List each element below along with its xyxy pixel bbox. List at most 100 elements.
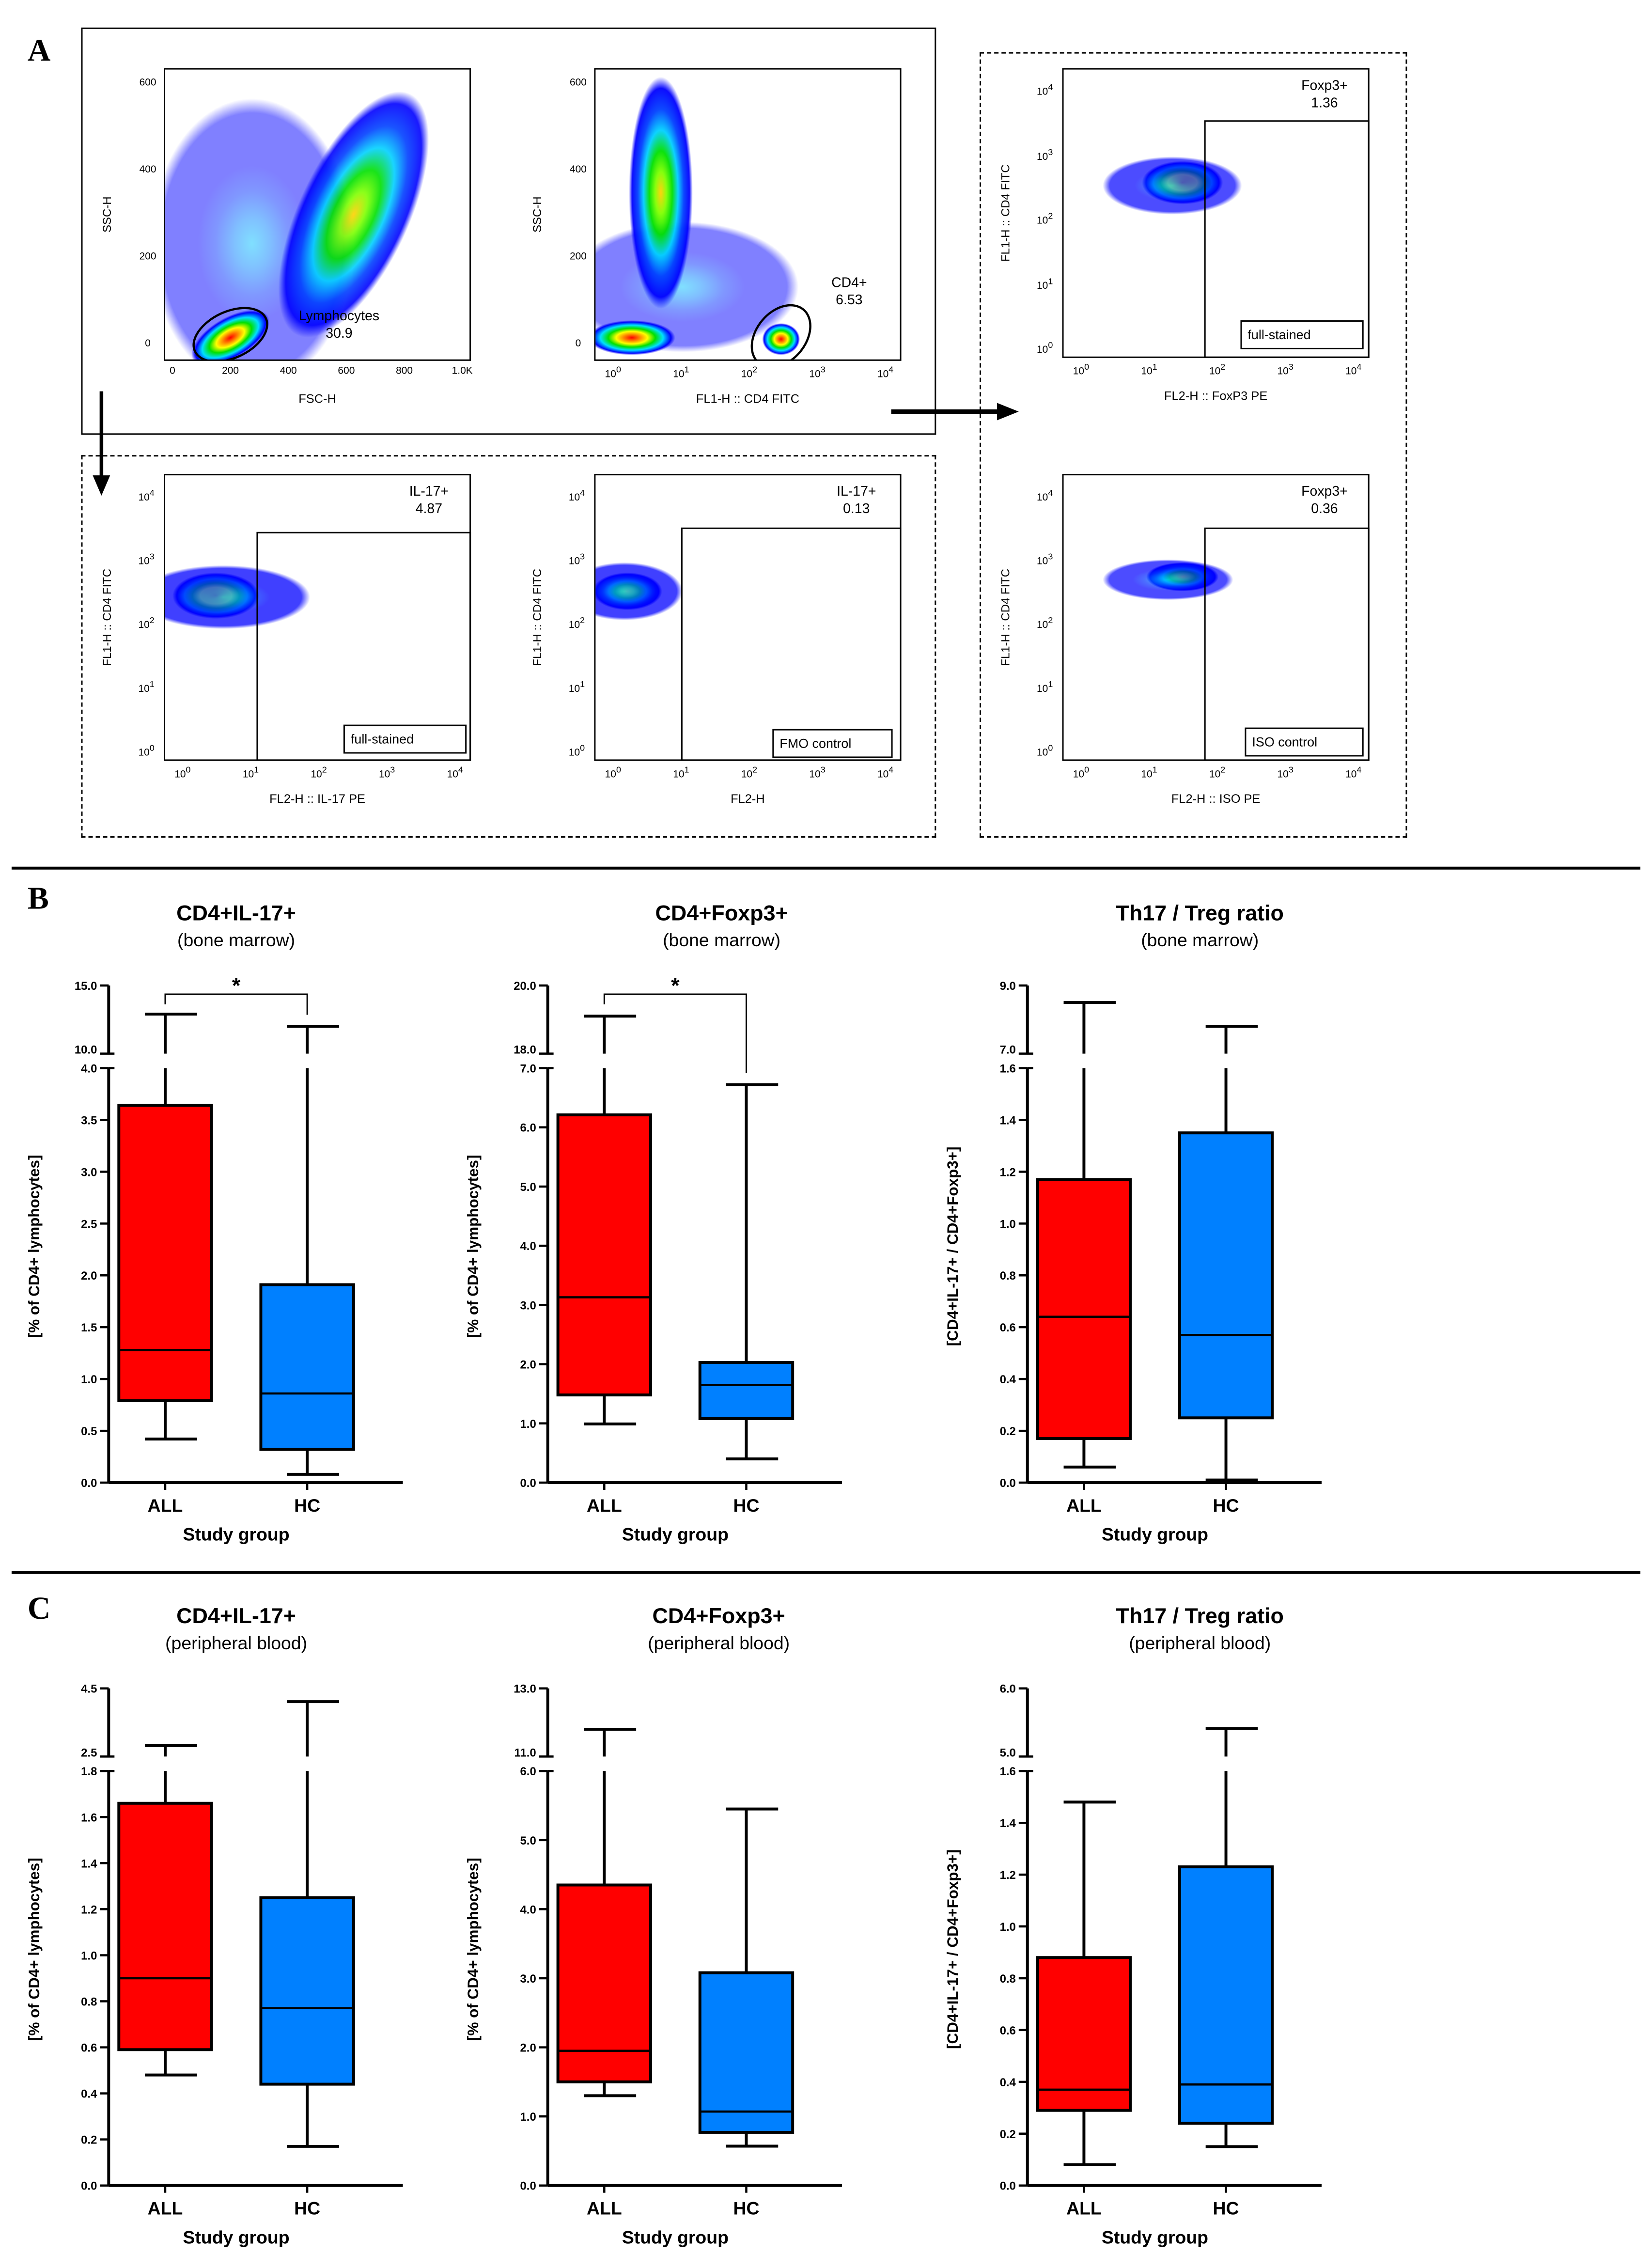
- gate-percent: 0.36: [1311, 501, 1338, 517]
- x-tick-label: HC: [294, 1495, 320, 1516]
- y-tick-label: 7.0: [1000, 1044, 1016, 1057]
- y-tick-label: 100: [1036, 745, 1053, 759]
- density-plot: [165, 565, 311, 629]
- panel-label-b: B: [27, 879, 49, 916]
- iqr-box: [117, 1801, 213, 2051]
- iqr-box: [698, 1361, 795, 1420]
- box-hc: [1178, 1727, 1274, 2193]
- x-tick-label: ALL: [1066, 2198, 1102, 2219]
- x-axis-label: Study group: [1102, 1524, 1208, 1545]
- cell-population: [595, 320, 675, 355]
- y-tick-label: 0: [145, 339, 151, 349]
- x-tick-label: 102: [741, 366, 758, 380]
- cell-population: [762, 323, 800, 355]
- y-tick-label: 1.0: [81, 1949, 97, 1962]
- y-tick-label: 4.0: [81, 1062, 97, 1075]
- iqr-box: [259, 1283, 355, 1451]
- y-tick-label: 6.0: [1000, 1683, 1016, 1696]
- iqr-box: [259, 1896, 355, 2086]
- foxp3-frame: [980, 52, 1407, 838]
- y-tick-label: 6.0: [520, 1765, 536, 1778]
- x-tick-label: 600: [338, 366, 355, 377]
- y-tick-label: 102: [1036, 213, 1053, 227]
- y-tick-label: 1.0: [520, 1418, 536, 1431]
- gate-name: Lymphocytes: [298, 309, 380, 325]
- y-axis-label: [CD4+IL-17+ / CD4+Foxp3+]: [944, 1849, 961, 2049]
- y-tick-label: 0.5: [81, 1425, 97, 1438]
- box-plot-4: CD4+Foxp3+ (peripheral blood) 0.0 1.0 2.0 3.0…: [465, 1603, 842, 2247]
- y-tick-label: 103: [138, 553, 155, 567]
- y-tick-label: 200: [139, 252, 156, 263]
- y-tick-label: 100: [138, 745, 155, 759]
- x-tick-label: 103: [1277, 363, 1294, 377]
- density-plot: [1103, 559, 1233, 600]
- y-tick-label: 600: [139, 78, 156, 89]
- y-tick-label: 400: [139, 165, 156, 175]
- box-plot-1: CD4+Foxp3+ (bone marrow) 0.0 1.0 2.0 3.0 4.0 5.…: [465, 900, 842, 1545]
- chart-title: CD4+Foxp3+: [655, 900, 788, 925]
- cell-population: [278, 91, 429, 338]
- x-tick-label: ALL: [587, 2198, 622, 2219]
- x-tick-label: 104: [1345, 363, 1362, 377]
- y-tick-label: 103: [568, 553, 585, 567]
- chart-title: Th17 / Treg ratio: [1116, 900, 1284, 925]
- x-axis-label: Study group: [183, 2227, 290, 2247]
- density-plot: [1103, 156, 1242, 215]
- significance-bracket: [603, 993, 747, 1073]
- y-tick-label: 7.0: [520, 1062, 536, 1075]
- chart-subtitle: (peripheral blood): [648, 1633, 790, 1653]
- y-tick-label: 3.0: [520, 1972, 536, 1986]
- x-tick-label: HC: [733, 2198, 759, 2219]
- y-tick-label: 3.0: [81, 1166, 97, 1179]
- y-tick-label: 1.8: [81, 1765, 97, 1778]
- y-tick-label: 0.8: [1000, 1269, 1016, 1283]
- y-tick-label: 3.5: [81, 1114, 97, 1127]
- iqr-box: [556, 1113, 653, 1397]
- significance-marker: *: [232, 973, 241, 998]
- y-tick-label: 101: [1036, 277, 1053, 291]
- y-tick-label: 104: [1036, 490, 1053, 503]
- gate-name: Foxp3+: [1301, 484, 1348, 500]
- box-hc: [259, 1700, 355, 2193]
- x-axis-label: FL2-H :: IL-17 PE: [269, 791, 365, 806]
- flow-plot-cd4-ssc: CD4+ 6.53 SSC-H FL1-H :: CD4 FITC 100 101 102 1…: [531, 68, 902, 406]
- box-all: [1036, 1800, 1132, 2193]
- y-axis-label: SSC-H: [100, 196, 114, 233]
- y-tick-label: 0.8: [1000, 1972, 1016, 1986]
- y-tick-label: 1.4: [81, 1857, 97, 1870]
- y-tick-label: 2.0: [520, 2042, 536, 2055]
- chart-title: CD4+Foxp3+: [653, 1603, 785, 1628]
- gate-label: CD4+ 6.53: [831, 275, 867, 310]
- y-tick-label: 101: [138, 681, 155, 695]
- x-tick-label: 100: [605, 366, 621, 380]
- gate-percent: 6.53: [836, 293, 863, 309]
- x-tick-label: 100: [1073, 363, 1090, 377]
- density-plot: [595, 77, 811, 360]
- y-tick-label: 0.4: [1000, 2076, 1016, 2089]
- y-tick-label: 0.2: [81, 2134, 97, 2147]
- y-tick-label: 4.5: [81, 1683, 97, 1696]
- stain-tag: ISO control: [1245, 727, 1364, 757]
- chart-subtitle: (peripheral blood): [165, 1633, 307, 1653]
- density-plot: [165, 91, 429, 360]
- cell-population: [165, 565, 311, 629]
- box-all: [117, 1744, 213, 2193]
- flow-plot-fsc-ssc: Lymphocytes 30.9 SSC-H FSC-H 0 200 400 600 800 1.…: [101, 68, 473, 406]
- y-axis-label: [% of CD4+ lymphocytes]: [465, 1155, 482, 1338]
- x-tick-label: 102: [311, 766, 327, 781]
- gate-rectangle: [681, 527, 902, 761]
- y-tick-label: 1.0: [81, 1373, 97, 1386]
- il17-frame: [81, 455, 936, 838]
- x-tick-label: 100: [1073, 766, 1090, 781]
- gate-label: Lymphocytes 30.9: [299, 309, 379, 344]
- gate-percent: 0.13: [843, 501, 870, 517]
- y-tick-label: 103: [1036, 148, 1053, 162]
- y-tick-label: 0.2: [1000, 2128, 1016, 2141]
- x-axis-label: FL1-H :: CD4 FITC: [696, 391, 800, 406]
- cell-population: [1103, 156, 1242, 215]
- y-tick-label: 2.5: [81, 1218, 97, 1231]
- x-tick-label: 100: [605, 766, 621, 781]
- y-axis-label: [% of CD4+ lymphocytes]: [26, 1858, 43, 2041]
- gate-percent: 30.9: [326, 326, 353, 342]
